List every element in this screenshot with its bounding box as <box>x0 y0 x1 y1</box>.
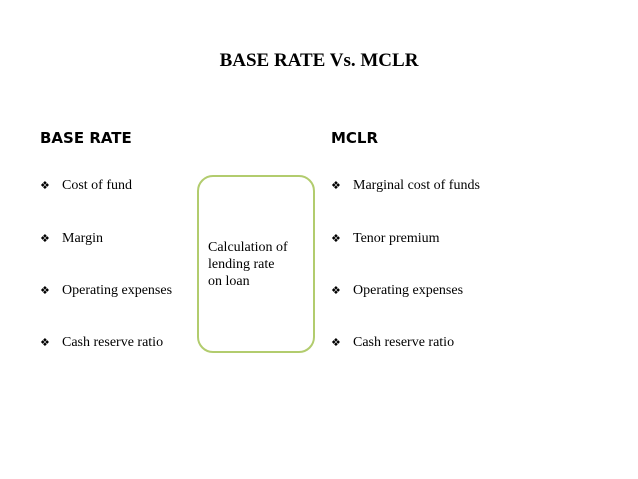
list-item-label: Cost of fund <box>62 178 132 193</box>
slide-title: BASE RATE Vs. MCLR <box>219 50 419 71</box>
diamond-bullet-icon: ❖ <box>40 179 50 192</box>
mclr-item-tenor-premium: ❖ Tenor premium <box>331 230 440 248</box>
diamond-bullet-icon: ❖ <box>331 179 341 192</box>
diamond-bullet-icon: ❖ <box>40 336 50 349</box>
list-item-label: Cash reserve ratio <box>353 335 455 350</box>
list-item-label: Operating expenses <box>62 283 173 298</box>
base-rate-item-operating-expenses: ❖ Operating expenses <box>40 282 172 300</box>
base-rate-heading: BASE RATE <box>40 129 132 147</box>
calculation-box <box>197 175 315 353</box>
mclr-item-cash-reserve-ratio: ❖ Cash reserve ratio <box>331 334 454 352</box>
diamond-bullet-icon: ❖ <box>331 336 341 349</box>
diamond-bullet-icon: ❖ <box>40 232 50 245</box>
list-item-label: Operating expenses <box>353 283 464 298</box>
mclr-item-operating-expenses: ❖ Operating expenses <box>331 282 463 300</box>
list-item-label: Marginal cost of funds <box>353 178 480 193</box>
diamond-bullet-icon: ❖ <box>331 232 341 245</box>
calculation-line: on loan <box>208 274 250 289</box>
diamond-bullet-icon: ❖ <box>331 284 341 297</box>
mclr-heading: MCLR <box>331 129 379 147</box>
mclr-item-marginal-cost-of-funds: ❖ Marginal cost of funds <box>331 177 480 195</box>
list-item-label: Margin <box>62 231 103 246</box>
base-rate-item-cash-reserve-ratio: ❖ Cash reserve ratio <box>40 334 163 352</box>
list-item-label: Tenor premium <box>353 231 440 246</box>
calculation-line: lending rate <box>208 257 275 272</box>
calculation-box-text: Calculation of lending rate on loan <box>208 239 312 290</box>
list-item-label: Cash reserve ratio <box>62 335 164 350</box>
calculation-line: Calculation of <box>208 240 288 255</box>
base-rate-item-margin: ❖ Margin <box>40 230 103 248</box>
diamond-bullet-icon: ❖ <box>40 284 50 297</box>
base-rate-item-cost-of-fund: ❖ Cost of fund <box>40 177 132 195</box>
